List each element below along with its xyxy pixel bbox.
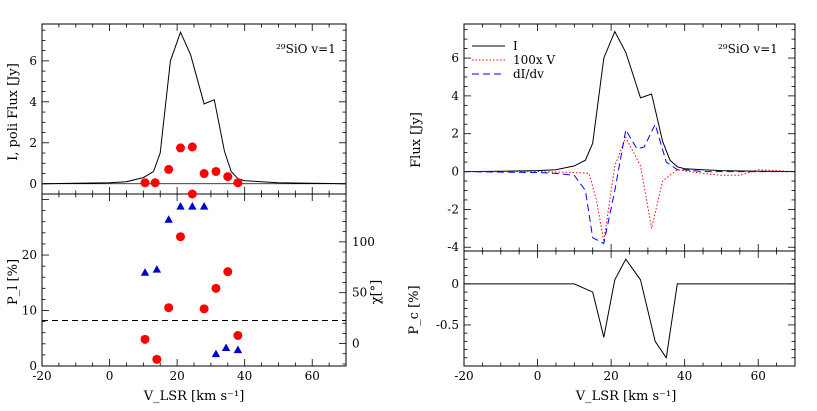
pol-fraction-point: [175, 232, 185, 242]
pol-angle-point: [188, 202, 197, 210]
left-bottom-ytick-label: 0: [29, 359, 37, 373]
left-bottom-y2tick-label: 50: [352, 286, 367, 300]
poli-flux-point: [140, 178, 150, 188]
didv-line: [463, 122, 795, 245]
poli-flux-point: [223, 172, 233, 182]
right-top-ylabel: Flux [Jy]: [409, 112, 424, 168]
poli-flux-point: [211, 166, 221, 176]
left-top-ytick-label: 6: [29, 54, 37, 68]
right-top-ticks: -4 -2 0 2 4 6: [447, 24, 796, 254]
right-top-ytick-label: 6: [451, 51, 459, 65]
right-bottom-xtick-label: 60: [751, 369, 766, 383]
left-bottom-xtick-label: 60: [305, 369, 320, 383]
legend-label-didv: dI/dv: [513, 67, 544, 81]
left-bottom-xlabel: V_LSR [km s⁻¹]: [143, 389, 245, 404]
poli-flux-point: [187, 142, 197, 152]
left-bottom-xtick-label: -20: [32, 369, 51, 383]
right-top-ytick-label: 2: [451, 127, 459, 141]
poli-flux-point: [199, 169, 209, 179]
right-bottom-xtick-label: 0: [534, 369, 542, 383]
legend-label-v: 100x V: [513, 53, 555, 67]
right-top-ytick-label: 4: [451, 89, 459, 103]
left-top-ylabel: I, poli Flux [Jy]: [6, 63, 21, 161]
right-bottom-xtick-label: 20: [603, 369, 618, 383]
pol-angle-point: [233, 345, 243, 354]
pol-fraction-point: [164, 303, 174, 313]
poli-flux-point: [150, 178, 160, 188]
left-top-annotation: ²⁹SiO v=1: [276, 42, 336, 56]
left-top-panel: 0 2 4 6 ²⁹SiO v=1 I, poli Flux [Jy]: [6, 23, 347, 195]
left-top-ytick-label: 4: [29, 95, 37, 109]
poli-flux-point: [175, 143, 185, 153]
left-bottom-xtick-label: 0: [106, 369, 114, 383]
right-bottom-ticks: -20 0 20 40 60 -0.5 0: [436, 250, 796, 383]
pol-fraction-point: [223, 267, 233, 277]
right-bottom-ylabel: P_c [%]: [407, 285, 422, 334]
left-bottom-frame: [41, 193, 347, 367]
stokes-v-line: [464, 136, 796, 242]
left-bottom-ylabel: P_l [%]: [6, 259, 21, 305]
stokes-i-line: [41, 30, 347, 185]
right-bottom-frame: [463, 250, 796, 367]
left-top-ticks: 0 2 4 6: [29, 24, 347, 195]
right-top-ytick-label: -4: [447, 240, 459, 254]
legend-label-i: I: [513, 39, 518, 53]
pol-fraction-point: [199, 304, 209, 314]
right-top-ytick-label: -2: [447, 202, 459, 216]
left-top-series: [41, 30, 347, 188]
right-bottom-series: [464, 258, 795, 360]
pol-fraction-point: [233, 330, 243, 340]
left-bottom-y2label: χ[°]: [369, 280, 384, 305]
pol-angle-point: [164, 215, 173, 223]
right-bottom-panel: -20 0 20 40 60 -0.5 0 P_c [%] V_LSR [km s⁻¹]: [407, 250, 796, 404]
pol-angle-point: [221, 343, 231, 352]
legend: I 100x V dI/dv: [472, 39, 555, 81]
poli-flux-point: [233, 178, 243, 188]
left-bottom-ytick-label: 20: [22, 248, 37, 262]
circular-pol-line: [464, 258, 795, 360]
left-top-ytick-label: 0: [29, 177, 37, 191]
pol-fraction-point: [187, 189, 197, 199]
pol-fraction-point: [152, 354, 162, 364]
left-bottom-xtick-label: 40: [237, 369, 252, 383]
left-top-ytick-label: 2: [29, 136, 37, 150]
pol-fraction-point: [140, 334, 150, 344]
pol-angle-point: [176, 202, 185, 210]
right-bottom-ytick-label: -0.5: [436, 318, 459, 332]
pol-fraction-point: [211, 283, 221, 293]
left-bottom-xtick-label: 20: [169, 369, 184, 383]
right-top-panel: -4 -2 0 2 4 6 ²⁹SiO v=1 I 100x V dI/dv Flux […: [409, 23, 796, 254]
pol-angle-point: [211, 349, 221, 358]
stokes-i-line: [463, 30, 796, 173]
poli-flux-point: [164, 164, 174, 174]
right-bottom-xtick-label: -20: [454, 369, 473, 383]
right-bottom-ytick-label: 0: [451, 277, 459, 291]
right-bottom-xlabel: V_LSR [km s⁻¹]: [575, 389, 677, 404]
right-top-annotation: ²⁹SiO v=1: [718, 42, 778, 56]
left-bottom-ytick-label: 10: [22, 304, 37, 318]
pol-angle-point: [152, 265, 162, 273]
left-bottom-y2tick-label: 100: [352, 235, 375, 249]
left-bottom-series: [42, 189, 346, 364]
right-bottom-xtick-label: 40: [677, 369, 692, 383]
left-bottom-y2tick-label: 0: [352, 337, 360, 351]
right-top-ytick-label: 0: [451, 165, 459, 179]
right-top-series: [463, 30, 796, 245]
pol-angle-point: [140, 268, 150, 276]
pol-angle-point: [199, 202, 209, 210]
